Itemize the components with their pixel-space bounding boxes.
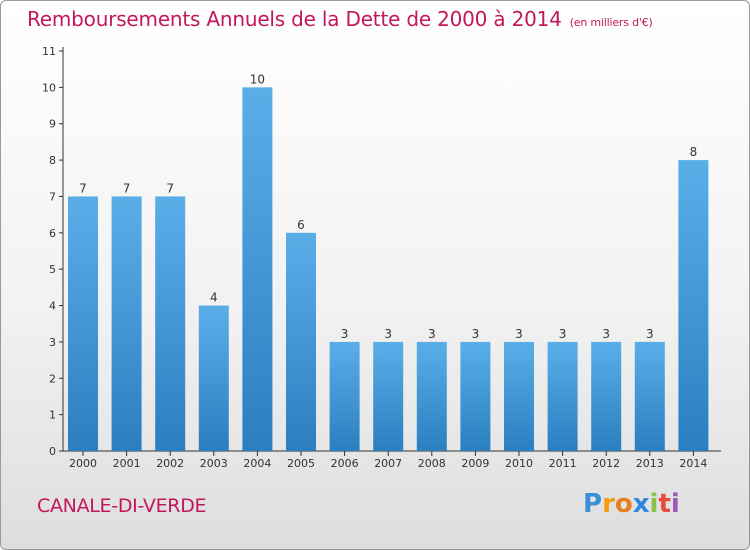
data-label: 3 bbox=[384, 327, 392, 341]
x-tick-label: 2014 bbox=[679, 457, 707, 470]
x-tick-label: 2000 bbox=[69, 457, 97, 470]
y-tick-label: 0 bbox=[49, 445, 56, 458]
bar-2009 bbox=[460, 341, 491, 451]
unit-label: (en milliers d'€) bbox=[569, 16, 653, 29]
y-tick-label: 11 bbox=[42, 45, 56, 58]
bar-2002 bbox=[155, 196, 186, 451]
bar-2012 bbox=[591, 341, 622, 451]
data-label: 3 bbox=[515, 327, 523, 341]
x-tick-label: 2003 bbox=[200, 457, 228, 470]
x-tick-label: 2006 bbox=[331, 457, 359, 470]
bars bbox=[68, 87, 709, 451]
bar-2000 bbox=[68, 196, 98, 451]
data-label: 3 bbox=[428, 327, 436, 341]
bar-2007 bbox=[373, 341, 404, 451]
x-tick-label: 2005 bbox=[287, 457, 315, 470]
bar-2004 bbox=[242, 87, 273, 451]
bar-2008 bbox=[416, 341, 447, 451]
x-tick-label: 2001 bbox=[113, 457, 141, 470]
y-tick-label: 5 bbox=[49, 263, 56, 276]
x-tick-label: 2004 bbox=[243, 457, 271, 470]
bar-2003 bbox=[198, 305, 229, 451]
bar-2014 bbox=[678, 160, 709, 451]
bar-2010 bbox=[504, 341, 534, 451]
x-tick-label: 2013 bbox=[636, 457, 664, 470]
labels: 2000 7 2001 7 2002 7 2003 4 2004 10 2005 6 2006 3 2007… bbox=[69, 72, 707, 470]
x-tick-label: 2008 bbox=[418, 457, 446, 470]
bar-2013 bbox=[634, 341, 665, 451]
title-text: Remboursements Annuels de la Dette de 20… bbox=[27, 7, 562, 31]
y-tick-label: 6 bbox=[49, 227, 56, 240]
y-tick-label: 1 bbox=[49, 409, 56, 422]
y-tick-label: 2 bbox=[49, 372, 56, 385]
x-tick-label: 2007 bbox=[374, 457, 402, 470]
data-label: 8 bbox=[690, 145, 698, 159]
x-tick-label: 2011 bbox=[549, 457, 577, 470]
chart-title: Remboursements Annuels de la Dette de 20… bbox=[27, 7, 653, 31]
data-label: 3 bbox=[602, 327, 610, 341]
data-label: 6 bbox=[297, 218, 305, 232]
x-tick-label: 2012 bbox=[592, 457, 620, 470]
data-label: 3 bbox=[559, 327, 567, 341]
data-label: 3 bbox=[341, 327, 349, 341]
bar-2011 bbox=[547, 341, 578, 451]
y-tick-label: 9 bbox=[49, 118, 56, 131]
data-label: 7 bbox=[123, 181, 131, 195]
y-tick-label: 7 bbox=[49, 190, 56, 203]
y-tick-label: 10 bbox=[42, 81, 56, 94]
commune-name: CANALE-DI-VERDE bbox=[37, 495, 207, 517]
data-label: 4 bbox=[210, 291, 218, 305]
y-tick-label: 8 bbox=[49, 154, 56, 167]
proxiti-logo: Proxiti bbox=[583, 489, 680, 519]
data-label: 3 bbox=[472, 327, 480, 341]
data-label: 3 bbox=[646, 327, 654, 341]
y-tick-label: 4 bbox=[49, 300, 56, 313]
bar-2005 bbox=[286, 232, 316, 451]
x-tick-label: 2009 bbox=[461, 457, 489, 470]
x-tick-label: 2010 bbox=[505, 457, 533, 470]
bar-2006 bbox=[329, 341, 360, 451]
y-tick-label: 3 bbox=[49, 336, 56, 349]
x-tick-label: 2002 bbox=[156, 457, 184, 470]
bar-2001 bbox=[111, 196, 142, 451]
data-label: 7 bbox=[166, 181, 174, 195]
data-label: 7 bbox=[79, 181, 87, 195]
data-label: 10 bbox=[250, 72, 265, 86]
